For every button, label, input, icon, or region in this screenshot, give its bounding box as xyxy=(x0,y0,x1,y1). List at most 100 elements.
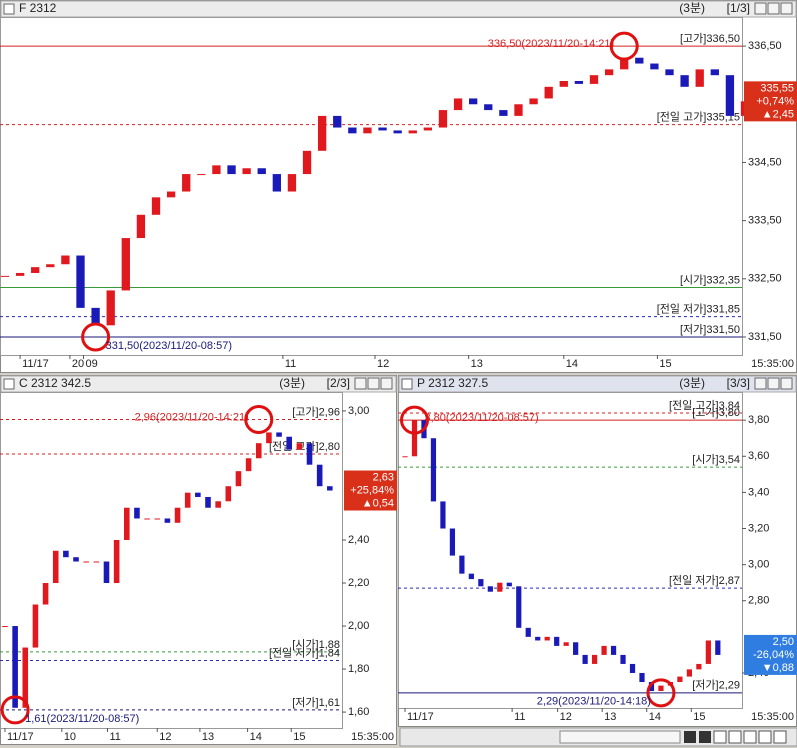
window-button[interactable] xyxy=(354,377,367,390)
play-button[interactable] xyxy=(684,731,696,743)
y-tick-label: 3,60 xyxy=(748,450,769,462)
stop-button[interactable] xyxy=(699,731,711,743)
candle xyxy=(144,518,150,520)
zoom-button[interactable] xyxy=(773,730,787,744)
candle xyxy=(648,681,655,692)
zoom-button[interactable] xyxy=(728,730,742,744)
candle xyxy=(423,127,433,131)
select-checkbox[interactable] xyxy=(401,378,413,390)
select-checkbox[interactable] xyxy=(3,3,15,15)
panel-period: (3분) xyxy=(679,376,705,390)
candle xyxy=(544,86,553,99)
y-tick-label: 336,50 xyxy=(748,40,782,52)
candle xyxy=(559,80,568,87)
y-tick-label: 2,00 xyxy=(348,620,369,632)
candle xyxy=(134,507,140,519)
panel-title: C 2312 342.5 xyxy=(19,376,91,390)
candle xyxy=(408,130,417,134)
candle xyxy=(123,507,130,540)
candle xyxy=(266,432,272,444)
plot-area xyxy=(398,392,743,709)
x-tick-label: 11 xyxy=(285,358,296,370)
candle xyxy=(316,464,323,487)
select-checkbox[interactable] xyxy=(3,378,15,390)
candle xyxy=(257,168,266,175)
candle xyxy=(610,645,617,655)
candle xyxy=(665,69,674,76)
candle xyxy=(393,130,402,134)
candle xyxy=(2,626,8,628)
last-price-label: 2,50 xyxy=(773,636,794,648)
candle xyxy=(696,663,702,670)
annotation-label: 3,80(2023/11/20-08:57) xyxy=(424,412,538,424)
candle xyxy=(242,168,251,175)
candle xyxy=(317,115,327,151)
candle xyxy=(93,561,100,563)
candle xyxy=(195,492,201,497)
candle xyxy=(468,573,474,580)
candle xyxy=(650,63,659,70)
candle xyxy=(449,528,456,556)
candle xyxy=(154,518,161,520)
candle xyxy=(212,165,221,175)
candle xyxy=(166,191,176,198)
candle xyxy=(32,604,39,648)
scrollbar[interactable] xyxy=(399,727,797,747)
last-price-label: -26,04% xyxy=(753,649,794,661)
last-price-label: 2,63 xyxy=(373,471,394,483)
x-tick-label: 13 xyxy=(604,711,616,723)
zoom-button[interactable] xyxy=(743,730,757,744)
candle xyxy=(484,104,493,111)
reference-label: [고가]2,96 xyxy=(292,405,340,418)
annotation-label: 1,61(2023/11/20-08:57) xyxy=(25,713,139,725)
candle xyxy=(582,654,588,664)
candle xyxy=(42,583,49,605)
annotation-circle xyxy=(399,405,429,435)
candle xyxy=(31,267,40,273)
reference-label: [시가]1,88 xyxy=(292,638,340,651)
candle xyxy=(573,642,579,655)
last-price-box xyxy=(744,634,797,675)
reference-label: [전일 고가]2,80 xyxy=(269,439,340,453)
candle xyxy=(715,640,721,655)
x-tick-label: 12 xyxy=(159,731,171,743)
x-tick-label: 12 xyxy=(377,358,389,370)
window-button[interactable] xyxy=(367,377,380,390)
candle xyxy=(0,275,10,277)
window-button[interactable] xyxy=(754,377,767,390)
y-tick-label: 1,60 xyxy=(348,706,369,718)
candle xyxy=(121,238,130,291)
annotation-label: 2,96(2023/11/20-14:21) xyxy=(135,411,249,423)
panel-frame xyxy=(398,375,797,727)
window-button[interactable] xyxy=(754,2,767,15)
x-tick-label: 11 xyxy=(514,711,525,723)
window-button[interactable] xyxy=(767,2,780,15)
time-label: 15:35:00 xyxy=(751,358,794,370)
chart-panel: P 2312 327.5 (3분) [3/3] 3,80 3,60 3,40 3,20 3,0… xyxy=(398,375,797,727)
y-tick-label: 3,00 xyxy=(748,559,769,571)
candle xyxy=(459,555,465,574)
time-label: 15:35:00 xyxy=(751,711,794,723)
candle xyxy=(287,174,297,192)
zoom-button[interactable] xyxy=(713,730,727,744)
candle xyxy=(705,640,711,664)
candle xyxy=(658,685,664,692)
window-button[interactable] xyxy=(780,377,793,390)
window-button[interactable] xyxy=(780,2,793,15)
candle xyxy=(15,272,25,276)
window-button[interactable] xyxy=(767,377,780,390)
reference-label: [시가]332,35 xyxy=(680,273,740,286)
window-button[interactable] xyxy=(380,377,393,390)
candle xyxy=(469,98,478,105)
reference-label: [고가]3,80 xyxy=(692,406,740,419)
candle xyxy=(215,501,221,508)
last-price-box xyxy=(744,81,797,122)
candle xyxy=(363,127,372,134)
candle xyxy=(601,645,607,655)
candle xyxy=(296,443,303,450)
panel-frame xyxy=(0,375,397,745)
scrollbar-thumb[interactable] xyxy=(559,730,681,744)
candle xyxy=(225,486,232,502)
zoom-button[interactable] xyxy=(758,730,772,744)
